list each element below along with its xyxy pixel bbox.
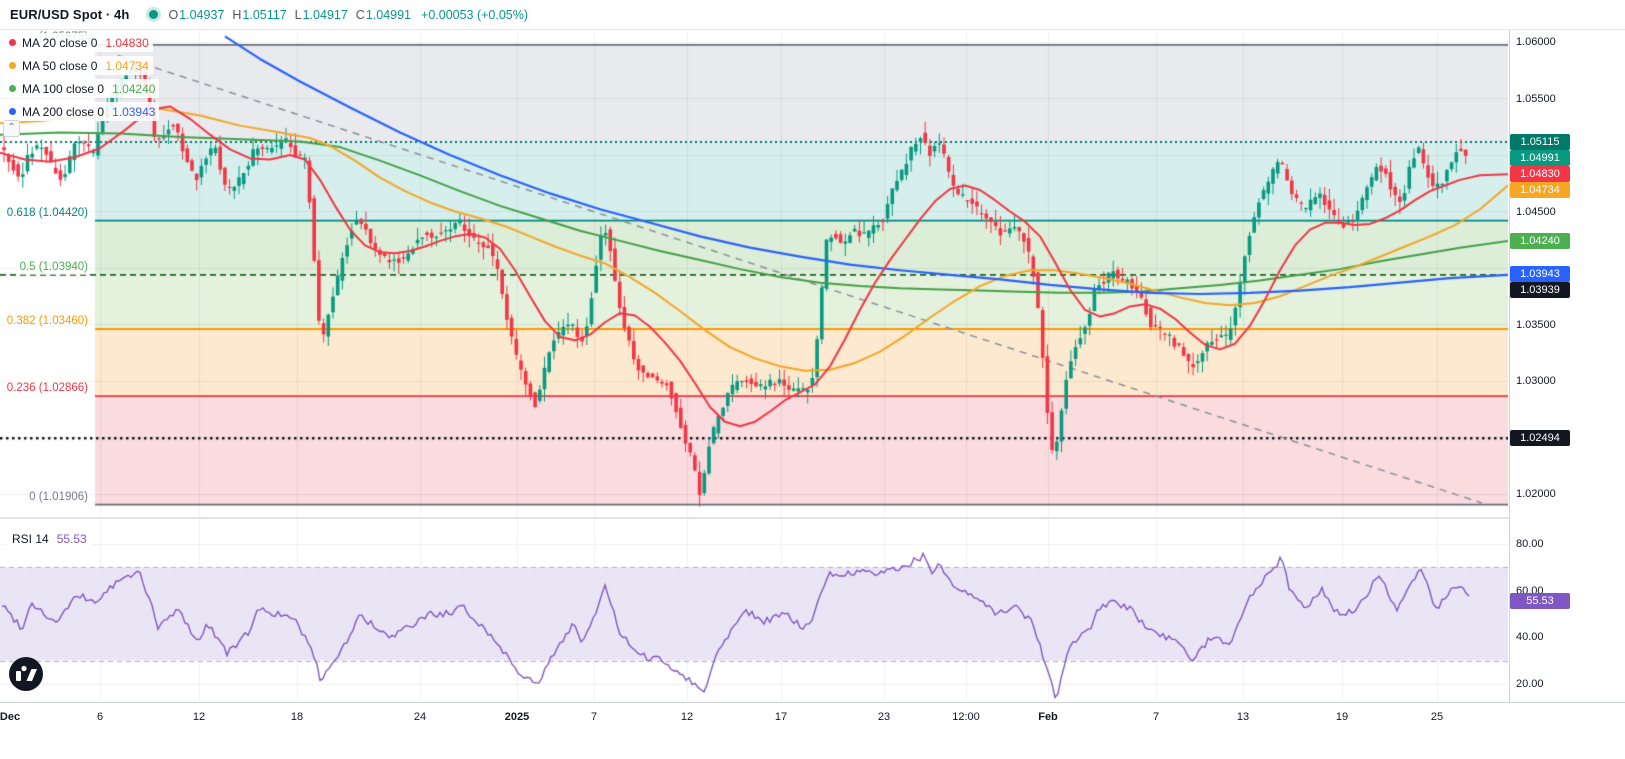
ma-legend-value: 1.03943 bbox=[112, 104, 156, 119]
ohlc-key: H bbox=[232, 7, 242, 22]
ma-legend-label: MA 200 close 0 bbox=[22, 104, 105, 119]
rsi-axis-label: 80.00 bbox=[1516, 538, 1544, 550]
ma-legend-row[interactable]: MA 50 close 0 1.04734 bbox=[5, 56, 153, 75]
time-axis-label: 2025 bbox=[504, 711, 530, 723]
tradingview-logo[interactable] bbox=[8, 656, 44, 697]
price-axis-badge: 1.03943 bbox=[1510, 266, 1570, 283]
rsi-legend-label: RSI 14 bbox=[12, 532, 49, 546]
ma-legend-label: MA 50 close 0 bbox=[22, 58, 98, 73]
price-axis-label: 1.05500 bbox=[1516, 92, 1556, 105]
ohlc-value: 1.04991 bbox=[365, 7, 412, 22]
ohlc-value: 1.04937 bbox=[179, 7, 225, 22]
ma-legend-value: 1.04830 bbox=[105, 35, 149, 50]
time-axis-label: 6 bbox=[96, 711, 104, 723]
time-axis-label: 25 bbox=[1430, 711, 1444, 723]
ma-legend-label: MA 100 close 0 bbox=[22, 81, 105, 96]
time-axis-label: 13 bbox=[1236, 711, 1250, 723]
price-axis-badge: 1.04830 bbox=[1510, 166, 1570, 183]
rsi-legend-value: 55.53 bbox=[56, 532, 87, 546]
price-axis-label: 1.06000 bbox=[1516, 36, 1556, 48]
ma-legend-row[interactable]: MA 20 close 0 1.04830 bbox=[5, 33, 153, 52]
price-change: +0.00053 (+0.05%) bbox=[421, 7, 529, 22]
symbol-title[interactable]: EUR/USD Spot · 4h bbox=[10, 7, 130, 22]
time-axis-label: 12 bbox=[680, 711, 694, 723]
ma-color-dot-icon bbox=[9, 39, 16, 46]
time-axis[interactable]: Dec 6 12 18 24 2025 7 12 17 23 12:00 Feb 7 13 19 25 bbox=[0, 702, 1625, 759]
ohlc-value: 1.04917 bbox=[302, 7, 348, 22]
time-axis-label: 23 bbox=[877, 711, 891, 723]
time-axis-label: 12 bbox=[192, 711, 206, 723]
time-axis-label: Dec bbox=[0, 711, 21, 723]
price-axis-badge: 1.02494 bbox=[1510, 430, 1570, 447]
time-axis-label: 7 bbox=[590, 711, 598, 723]
chart-canvas[interactable] bbox=[0, 0, 1508, 702]
market-status-icon bbox=[149, 10, 159, 19]
price-axis-badge: 1.04240 bbox=[1510, 232, 1570, 249]
tradingview-logo-icon bbox=[9, 657, 43, 691]
time-axis-label: 17 bbox=[774, 711, 788, 723]
ohlc-key: L bbox=[294, 7, 302, 22]
rsi-axis-label: 20.00 bbox=[1516, 678, 1544, 690]
chart-header: EUR/USD Spot · 4h O 1.04937 H 1.05117 L 1.049… bbox=[0, 0, 1625, 30]
price-axis-badge: 1.04734 bbox=[1510, 182, 1570, 199]
time-axis-label: 19 bbox=[1335, 711, 1349, 723]
ma-legend-row[interactable]: MA 200 close 0 1.03943 bbox=[5, 102, 160, 121]
rsi-axis-badge: 55.53 bbox=[1510, 593, 1570, 610]
rsi-axis-label: 40.00 bbox=[1516, 631, 1544, 644]
price-axis-badge: 1.03939 bbox=[1510, 282, 1570, 299]
time-axis-label: Feb bbox=[1038, 711, 1058, 723]
price-axis-label: 1.04500 bbox=[1516, 205, 1556, 218]
ohlc-key: C bbox=[355, 7, 365, 22]
ma-color-dot-icon bbox=[9, 62, 16, 69]
ma-legend: MA 20 close 0 1.04830 MA 50 close 0 1.04734… bbox=[5, 33, 160, 125]
time-axis-label: 7 bbox=[1152, 711, 1160, 723]
price-axis-label: 1.03500 bbox=[1516, 318, 1556, 331]
ma-legend-value: 1.04734 bbox=[105, 58, 149, 73]
price-axis-badge: 1.04991 bbox=[1510, 150, 1570, 166]
price-axis-label: 1.03000 bbox=[1516, 375, 1556, 387]
pane-divider[interactable] bbox=[0, 517, 1625, 519]
ma-color-dot-icon bbox=[9, 108, 16, 115]
price-axis-badge: 1.05115 bbox=[1510, 134, 1570, 150]
price-axis-label: 1.02000 bbox=[1516, 488, 1556, 500]
ma-legend-value: 1.04240 bbox=[112, 81, 156, 96]
ma-color-dot-icon bbox=[9, 85, 16, 92]
chevron-up-button[interactable]: ⌃ bbox=[3, 120, 20, 137]
ohlc-values: O 1.04937 H 1.05117 L 1.04917 C 1.04991 bbox=[168, 8, 419, 22]
ma-legend-label: MA 20 close 0 bbox=[22, 35, 98, 50]
time-axis-label: 12:00 bbox=[952, 711, 980, 723]
ohlc-value: 1.05117 bbox=[242, 7, 287, 22]
price-axis[interactable]: 1.06000 1.05500 1.04500 1.03500 1.03000 1.020… bbox=[1509, 0, 1625, 702]
time-axis-label: 18 bbox=[290, 711, 304, 723]
time-axis-label: 24 bbox=[413, 711, 427, 723]
ohlc-key: O bbox=[168, 7, 179, 22]
rsi-legend[interactable]: RSI 14 55.53 bbox=[7, 531, 92, 547]
ma-legend-row[interactable]: MA 100 close 0 1.04240 bbox=[5, 79, 160, 98]
